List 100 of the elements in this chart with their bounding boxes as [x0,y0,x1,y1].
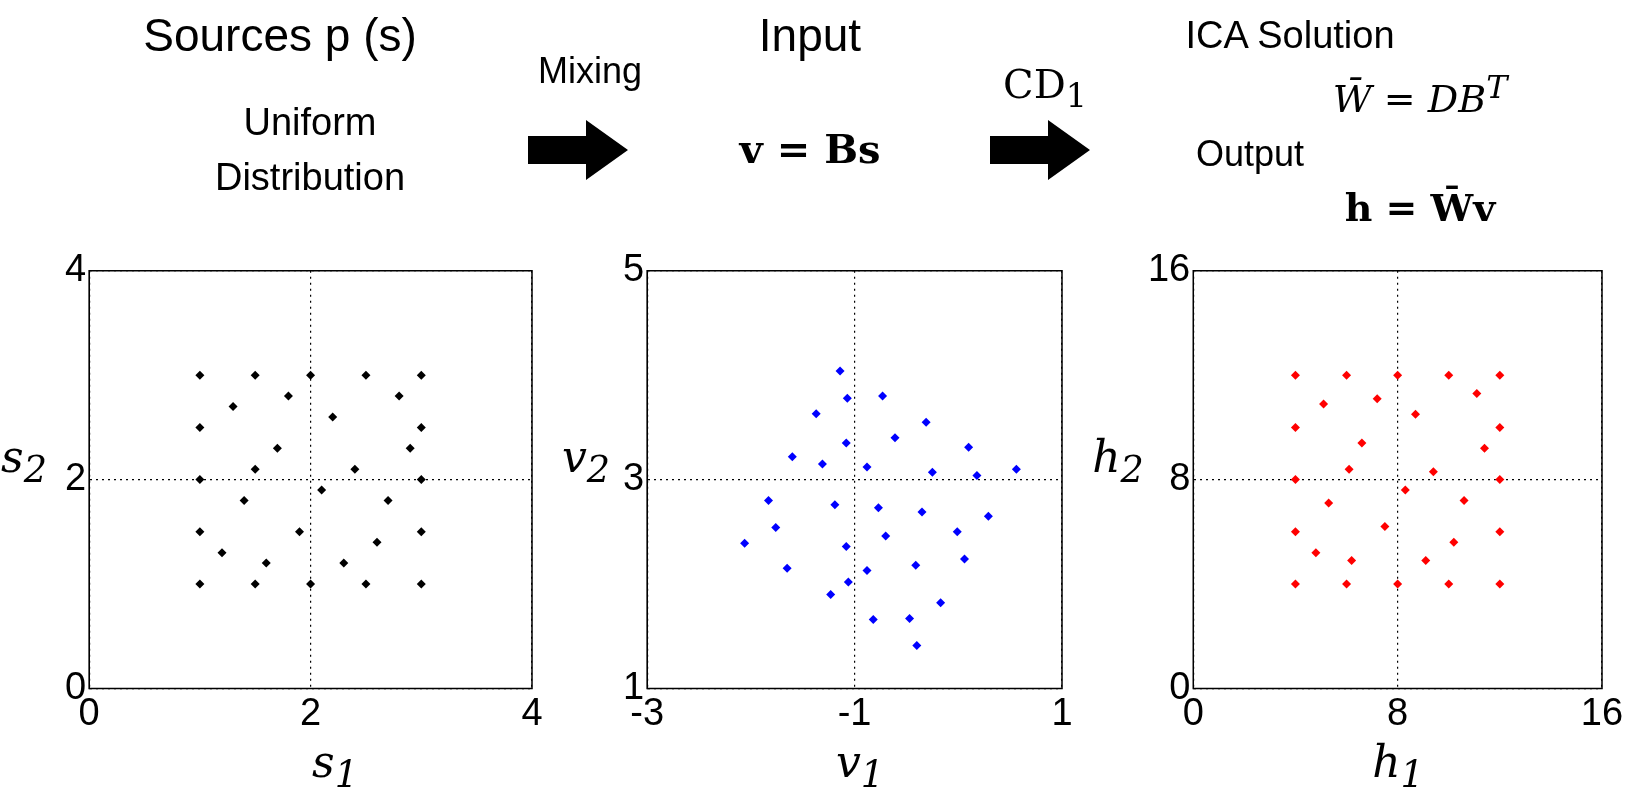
point [841,541,851,551]
y-axis-title: v$_{2}$ [560,430,612,493]
point [881,531,891,541]
point [964,442,974,452]
point [890,433,900,443]
point [405,443,415,453]
point [1357,438,1367,448]
point [952,527,962,537]
point [868,615,878,624]
x-tick-label: 16 [1580,690,1624,733]
point [878,391,888,401]
point [217,548,227,558]
y-tick-label: 4 [64,247,87,290]
point [195,422,205,432]
chart-title: ICA Solution [1184,13,1396,58]
y-tick-label: 3 [622,456,645,499]
text: h = W̄v [1343,184,1498,232]
point [1347,556,1357,566]
point [1290,370,1300,380]
point [811,409,821,419]
point [912,641,922,651]
text: CD$_{1}$ [1002,60,1088,117]
point [228,402,238,412]
point [862,462,872,472]
point [306,370,316,380]
x-tick-label: -1 [837,690,872,733]
point [873,503,883,513]
point [1444,579,1454,589]
point [372,537,382,547]
y-tick-label: 5 [622,247,645,290]
text: Mixing [537,49,643,93]
point [383,495,393,505]
point [1311,548,1321,558]
point [1495,422,1505,432]
point [1444,370,1454,380]
point [842,393,852,403]
point [1495,475,1505,485]
x-axis-title: h$_{1}$ [1372,736,1424,794]
point [1495,527,1505,537]
point [250,370,260,380]
point [250,464,260,474]
point [361,579,371,589]
point [1459,495,1469,505]
point [905,613,915,623]
point [416,527,426,537]
x-tick-label: 2 [300,690,322,733]
point [295,527,304,537]
y-axis-title: s$_{2}$ [0,430,48,493]
point [416,422,426,432]
y-tick-label: 2 [64,456,87,499]
point [1290,527,1300,537]
point [306,579,316,589]
point [1342,370,1352,380]
point [782,563,792,573]
point [1290,579,1300,589]
point [416,475,426,485]
point [787,452,797,462]
chart-title: Input [757,8,863,63]
point [1428,467,1438,477]
point [1290,422,1300,432]
x-tick-label: 8 [1387,690,1409,733]
point [1011,464,1021,474]
point [1400,485,1410,495]
point [317,485,327,495]
point [1372,394,1382,404]
point [835,366,845,376]
point [830,500,840,510]
point [272,443,282,453]
y-tick-label: 16 [1147,247,1191,290]
point [1495,370,1505,380]
text: Output [1194,132,1306,176]
point [339,558,349,568]
y-axis-title: h$_{2}$ [1091,430,1145,493]
point [350,464,360,474]
point [917,507,927,517]
chart-subtitle: W̄ = DB$^{T}$ [1331,68,1511,123]
point [740,538,750,548]
y-tick-label: 8 [1169,456,1191,499]
point [936,598,946,608]
point [283,391,293,401]
point [1449,537,1459,547]
point [361,370,371,380]
point [1411,409,1421,419]
point [1393,579,1403,589]
point [394,391,404,401]
point [972,470,982,480]
point [911,560,921,570]
x-axis-title: v$_{1}$ [835,736,885,794]
point [195,370,205,380]
point [1380,522,1390,532]
chart-subtitle: v = Bs [737,124,882,174]
x-tick-label: 4 [521,690,543,733]
point [927,467,937,477]
point [250,579,260,589]
point [1324,498,1334,508]
point [843,577,853,587]
point [1479,443,1489,453]
point [195,527,205,537]
point [763,495,773,505]
point [921,417,931,427]
